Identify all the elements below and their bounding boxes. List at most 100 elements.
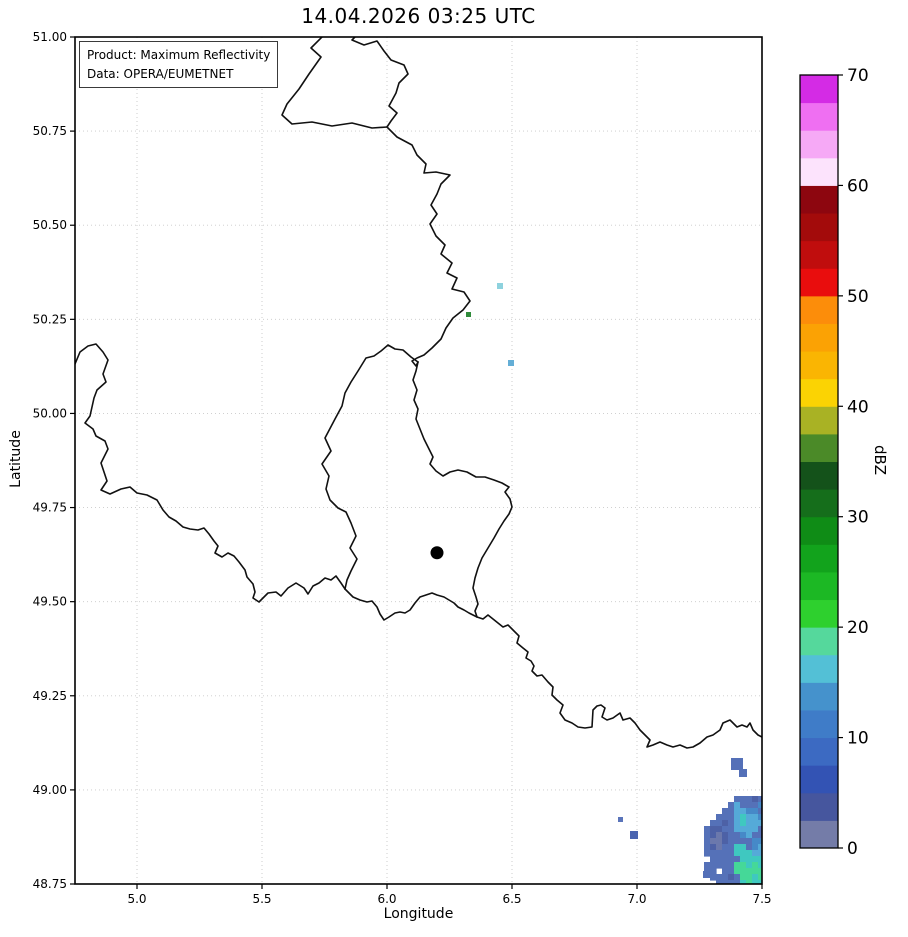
grid-lines [75, 36, 763, 885]
colorbar-segment [800, 185, 838, 214]
radar-echo-cell [710, 826, 717, 833]
radar-echo-cell [710, 838, 717, 845]
radar-echo-cell [746, 802, 753, 809]
radar-echo-cell [752, 796, 759, 803]
radar-echo-cell [722, 874, 729, 881]
radar-echo-cell [704, 838, 711, 845]
colorbar-segment [800, 323, 838, 352]
radar-echo-cell [716, 862, 723, 869]
radar-echo-cell [740, 862, 747, 869]
x-tick-label: 7.5 [752, 892, 771, 906]
radar-echo-cell [710, 820, 717, 827]
product-annotation-box: Product: Maximum Reflectivity Data: OPER… [79, 41, 279, 89]
border-be_de [386, 126, 471, 367]
y-tick-label: 50.75 [33, 124, 67, 138]
radar-echo-cell [752, 838, 759, 845]
colorbar-segment [800, 516, 838, 545]
radar-echo-cell [716, 844, 723, 851]
radar-echo-cell [734, 802, 741, 809]
radar-echo-pixel [630, 831, 638, 839]
radar-echo-cell [728, 868, 735, 875]
radar-echo-cell [728, 808, 735, 815]
axis-tick-labels: 5.0 5.5 6.0 6.5 7.0 7.5 51.00 50.75 50.50 50.25 50… [33, 30, 772, 906]
colorbar-tick-label: 50 [847, 287, 869, 307]
colorbar-segment [800, 765, 838, 794]
radar-echo-cell [734, 814, 741, 821]
radar-echo-cell [740, 868, 747, 875]
radar-echo-cell [710, 856, 717, 863]
colorbar: 0 10 20 30 40 50 60 70 [799, 66, 869, 859]
colorbar-segment [800, 213, 838, 242]
colorbar-segment [800, 378, 838, 407]
radar-echo-cell [752, 874, 759, 881]
radar-echo-cell [722, 856, 729, 863]
border-fr_de [476, 614, 762, 749]
annotation-data-line: Data: OPERA/EUMETNET [87, 66, 234, 81]
x-tick-label: 5.0 [127, 892, 146, 906]
colorbar-segment [800, 461, 838, 490]
radar-echo-cell [752, 844, 759, 851]
radar-echo-pixel [618, 817, 623, 822]
radar-echo-cell [746, 808, 753, 815]
colorbar-segment [800, 433, 838, 462]
radar-echo-cell [722, 838, 729, 845]
radar-echo-cell [758, 802, 762, 809]
radar-echo-cell [710, 874, 717, 881]
radar-echo-cell [710, 862, 717, 869]
country-borders [75, 37, 762, 749]
radar-echo-cell [758, 844, 762, 851]
figure-title: 14.04.2026 03:25 UTC [301, 4, 536, 28]
radar-echo-cell [734, 820, 741, 827]
radar-echo-cell [722, 820, 729, 827]
border-fr_lu [344, 588, 478, 621]
radar-echo-cell [746, 856, 753, 863]
radar-echo-cell [704, 850, 711, 857]
y-tick-label: 51.00 [33, 30, 67, 44]
radar-echo-cell [752, 826, 759, 833]
radar-echo-cell [758, 832, 762, 839]
radar-echo-cell [734, 844, 741, 851]
radar-echo-cell [704, 826, 711, 833]
radar-echo-cell [746, 850, 753, 857]
radar-echo-cell [728, 814, 735, 821]
border-be_lu [321, 344, 419, 590]
radar-echo-cell [746, 862, 753, 869]
radar-echo-cell [740, 832, 747, 839]
colorbar-tick-label: 40 [847, 397, 869, 417]
radar-echo-cell [740, 838, 747, 845]
radar-echo-cell [728, 826, 735, 833]
radar-echo-cell [752, 814, 759, 821]
radar-echo-cell [752, 856, 759, 863]
colorbar-segment [800, 627, 838, 656]
radar-echo-cell [758, 862, 762, 869]
radar-echo-cell [728, 880, 735, 884]
colorbar-tick-label: 10 [847, 729, 869, 749]
colorbar-segment [800, 295, 838, 324]
radar-echo-cell [746, 814, 753, 821]
radar-echo-cell [752, 868, 759, 875]
colorbar-tick-label: 0 [847, 839, 858, 859]
x-axis-label: Longitude [383, 906, 454, 922]
y-tick-label: 50.00 [33, 406, 67, 420]
radar-echo-cell [710, 868, 717, 875]
radar-echo-cell [722, 826, 729, 833]
radar-echo-cell [752, 808, 759, 815]
radar-echo-cell [746, 880, 753, 884]
x-tick-label: 6.0 [377, 892, 396, 906]
radar-echo-cell [722, 808, 729, 815]
radar-echo-cell [758, 874, 762, 881]
radar-echo-cell [752, 820, 759, 827]
radar-echo-cell [746, 796, 753, 803]
radar-echo-cell [740, 808, 747, 815]
radar-echo-cell [728, 802, 735, 809]
radar-echo-cell [740, 802, 747, 809]
radar-echo-pixel [739, 769, 747, 777]
radar-echo-cell [752, 832, 759, 839]
radar-echo-cell [728, 862, 735, 869]
border-nl_be [281, 37, 388, 129]
radar-echo-cell [740, 826, 747, 833]
radar-echo-cell [728, 844, 735, 851]
radar-echo-cell [746, 874, 753, 881]
radar-echo-cell [734, 850, 741, 857]
radar-echo-cell [728, 832, 735, 839]
